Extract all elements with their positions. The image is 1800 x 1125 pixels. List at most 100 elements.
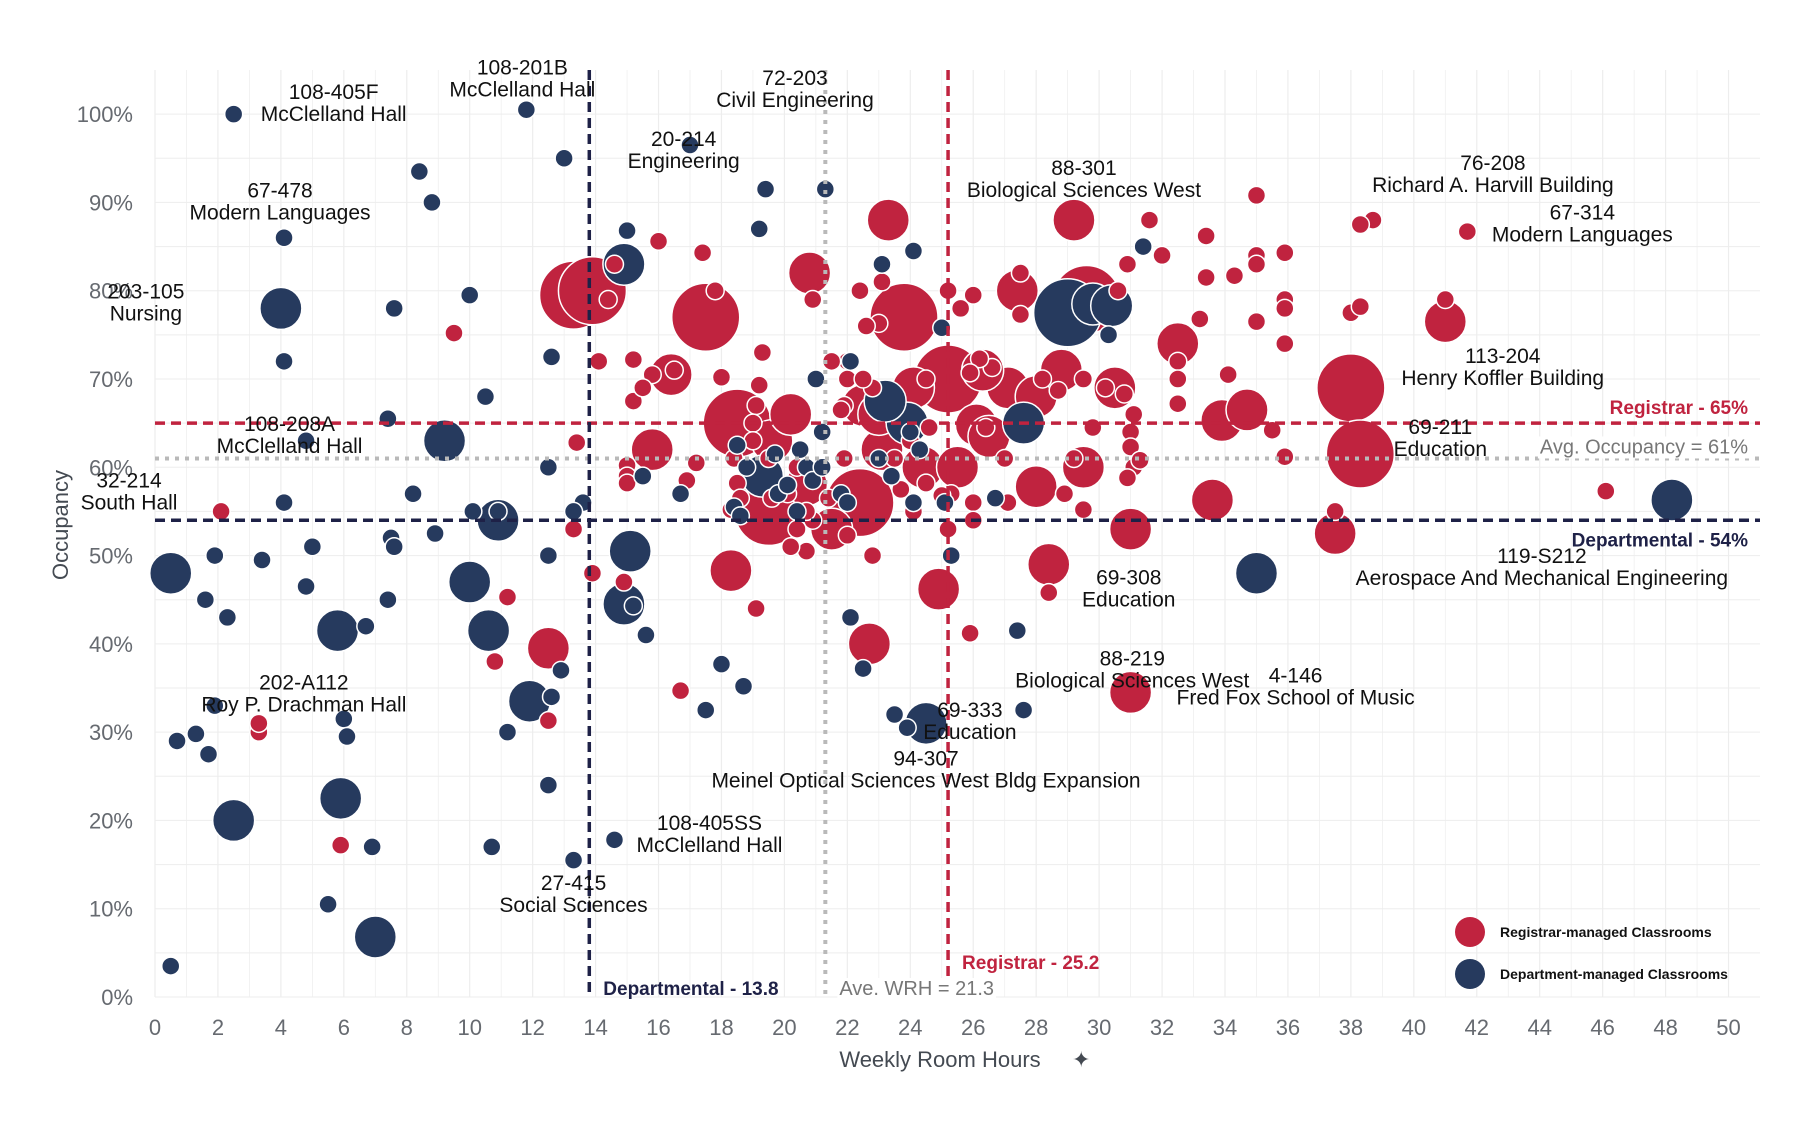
department-bubble (541, 687, 562, 707)
registrar-bubble (916, 369, 936, 389)
registrar-bubble (670, 282, 741, 352)
registrar-bubble (1168, 351, 1188, 372)
department-bubble (160, 956, 181, 976)
department-bubble (217, 607, 238, 628)
department-bubble (897, 717, 917, 738)
department-bubble (538, 545, 559, 566)
department-bubble (274, 492, 294, 513)
department-bubble (497, 722, 518, 742)
department-bubble (1133, 236, 1153, 257)
department-bubble (711, 654, 732, 674)
department-bubble (935, 492, 955, 513)
registrar-bubble (1108, 280, 1128, 301)
x-tick-label: 50 (1716, 1015, 1740, 1040)
annotation-building: Social Sciences (499, 894, 647, 917)
department-bubble (633, 466, 653, 486)
department-bubble (1234, 551, 1279, 595)
y-tick-label: 50% (89, 544, 133, 569)
registrar-bubble (746, 395, 766, 416)
department-bubble (378, 589, 398, 610)
registrar-bubble (847, 622, 892, 666)
annotation-building: South Hall (81, 492, 178, 515)
y-tick-label: 80% (89, 279, 133, 304)
registrar-bubble (746, 598, 766, 619)
registrar-bubble (802, 289, 823, 310)
x-tick-label: 14 (583, 1015, 607, 1040)
registrar-bubble (919, 417, 939, 438)
registrar-bubble (1039, 582, 1059, 603)
bubble-layer (148, 99, 1694, 976)
registrar-bubble (538, 710, 559, 731)
department-bubble (466, 608, 511, 653)
department-bubble (447, 560, 492, 604)
annotation-building: McClelland Hall (217, 435, 363, 458)
registrar-bubble (780, 536, 801, 557)
department-bubble (362, 837, 382, 857)
annotation-building: Education (1394, 438, 1487, 461)
department-bubble (900, 422, 921, 442)
reference-label-departmental-horizontal: Departmental - 54% (1572, 530, 1748, 551)
registrar-bubble (497, 587, 518, 607)
department-bubble (198, 744, 219, 764)
x-tick-label: 38 (1339, 1015, 1363, 1040)
registrar-bubble (692, 243, 713, 263)
department-bubble (623, 596, 644, 616)
department-bubble (985, 488, 1006, 508)
department-bubble (840, 351, 861, 372)
x-axis-ticks: 0 2 4 6 8 10 12 14 16 18 20 22 24 26 28 30 32 34 36 38 40 42 4… (149, 1015, 1741, 1040)
x-tick-label: 48 (1653, 1015, 1677, 1040)
annotation-building: Henry Koffler Building (1401, 367, 1604, 390)
department-bubble (403, 484, 423, 504)
registrar-bubble (1246, 185, 1267, 206)
department-bubble (422, 192, 442, 213)
annotation-room-id: 20-214 (651, 128, 717, 151)
registrar-bubble (976, 417, 996, 438)
registrar-bubble (950, 298, 971, 319)
annotation-building: Modern Languages (190, 202, 371, 225)
registrar-bubble (862, 545, 883, 566)
x-tick-label: 2 (212, 1015, 224, 1040)
department-bubble (608, 529, 652, 573)
x-tick-label: 8 (401, 1015, 413, 1040)
reference-label-registrar-vertical: Registrar - 25.2 (962, 953, 1099, 974)
annotation-room-id: 94-307 (893, 747, 958, 770)
department-bubble (353, 915, 398, 959)
registrar-bubble (1316, 353, 1386, 423)
registrar-bubble (1032, 369, 1053, 389)
department-bubble (1007, 620, 1028, 641)
annotation-room-id: 88-301 (1051, 157, 1116, 180)
registrar-bubble (1139, 210, 1160, 230)
registrar-bubble (211, 501, 231, 522)
department-bubble (563, 850, 584, 870)
y-tick-label: 0% (101, 985, 133, 1010)
legend: Registrar-managed Classrooms Department-m… (1455, 917, 1728, 989)
department-bubble (932, 318, 952, 338)
registrar-bubble (1152, 245, 1172, 266)
annotation-room-id: 69-308 (1096, 566, 1161, 589)
annotation-room-id: 108-201B (477, 57, 568, 80)
registrar-bubble (1196, 226, 1216, 246)
department-bubble (551, 660, 571, 681)
department-bubble (356, 616, 376, 636)
legend-marker-department (1455, 959, 1485, 989)
registrar-bubble (614, 572, 634, 592)
department-bubble (378, 408, 398, 429)
y-tick-label: 10% (89, 897, 133, 922)
department-bubble (881, 466, 902, 486)
registrar-bubble (1457, 221, 1478, 242)
registrar-bubble (1246, 311, 1267, 332)
department-bubble (941, 545, 961, 566)
department-bubble (211, 798, 256, 843)
department-bubble (806, 369, 826, 389)
x-axis-title: Weekly Room Hours (839, 1047, 1040, 1072)
legend-label-registrar: Registrar-managed Classrooms (1500, 924, 1712, 940)
department-bubble (790, 439, 810, 460)
registrar-bubble (1246, 254, 1267, 274)
annotation-building: McClelland Hall (449, 79, 595, 102)
department-bubble (296, 431, 316, 451)
registrar-bubble (1117, 468, 1138, 488)
y-tick-label: 70% (89, 367, 133, 392)
department-bubble (837, 492, 858, 513)
annotation-building: McClelland Hall (261, 103, 407, 126)
